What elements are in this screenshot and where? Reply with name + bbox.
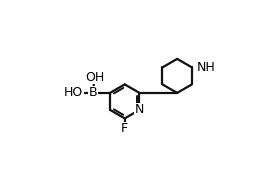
Text: HO: HO: [64, 86, 83, 99]
Text: B: B: [89, 86, 97, 99]
Text: OH: OH: [85, 71, 104, 84]
Text: N: N: [135, 103, 144, 116]
Text: F: F: [121, 122, 128, 135]
Text: NH: NH: [197, 61, 216, 74]
